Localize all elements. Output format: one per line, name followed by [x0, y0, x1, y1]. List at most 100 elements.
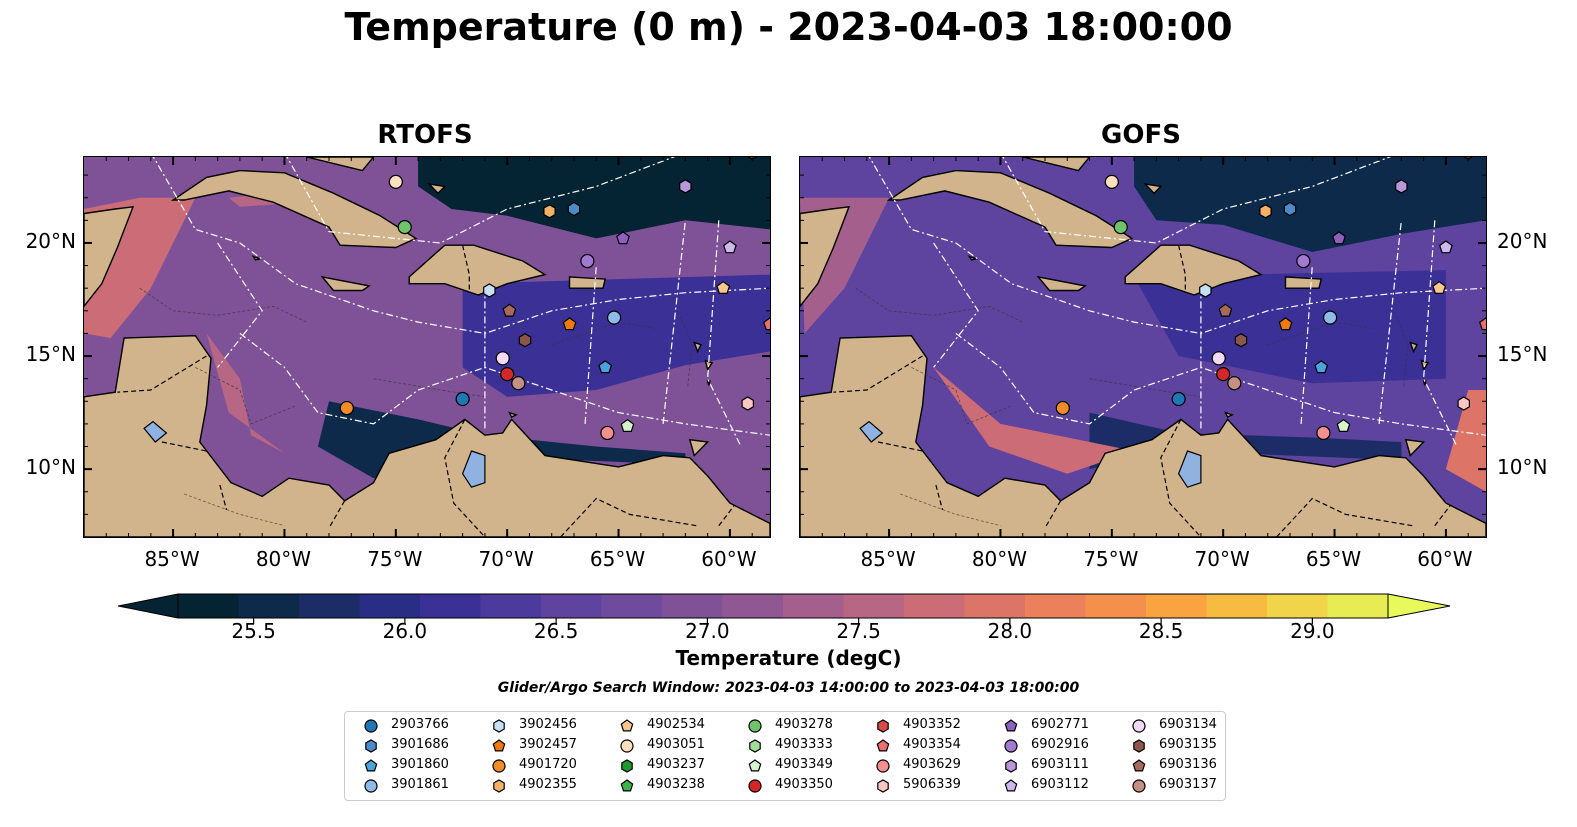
rtofs-country-border	[117, 355, 207, 393]
rtofs-float-3901860	[598, 360, 613, 374]
legend-marker	[364, 779, 378, 793]
rtofs-float-4903051	[388, 174, 403, 189]
colorbar-tick-label: 26.0	[382, 619, 428, 643]
legend-marker	[364, 719, 378, 733]
legend-marker-4903354	[876, 739, 890, 752]
colorbar-tick-label: 29.0	[1290, 619, 1335, 643]
legend-marker	[1005, 759, 1017, 773]
gofs-temperature-region	[1134, 157, 1486, 252]
lat-tick-label: 20°N	[1497, 228, 1548, 253]
legend-label: 4903354	[903, 737, 961, 752]
colorbar-tick-label: 27.0	[685, 619, 730, 643]
legend-marker-3902457	[492, 739, 506, 752]
legend-label: 4903352	[903, 717, 961, 732]
colorbar-segment	[480, 594, 542, 618]
rtofs-float-4903350	[500, 367, 515, 382]
figure-title: Temperature (0 m) - 2023-04-03 18:00:00	[344, 5, 1233, 49]
legend-marker	[748, 779, 762, 793]
legend-label: 4901720	[519, 757, 577, 772]
legend-marker	[876, 759, 890, 773]
lon-tick-label: 85°W	[860, 547, 916, 571]
gofs-eez-boundary	[933, 242, 979, 368]
rtofs-isobath	[139, 287, 307, 323]
rtofs-isobath	[373, 378, 485, 398]
legend-label: 4903350	[775, 777, 833, 792]
rtofs-land	[688, 438, 710, 457]
lon-tick-label: 60°W	[1417, 547, 1473, 571]
gofs-temperature-region	[1445, 390, 1486, 492]
gofs-float-6903137	[1227, 376, 1242, 391]
colorbar-segment	[1146, 594, 1207, 618]
gofs-country-border	[1276, 497, 1413, 537]
gofs-land	[886, 169, 1134, 249]
legend-marker-6903137	[1132, 779, 1146, 793]
colorbar-segment	[783, 594, 844, 618]
colorbar-extend-low	[117, 593, 179, 619]
colorbar-segment	[1206, 594, 1268, 618]
colorbar-segment	[238, 594, 300, 618]
rtofs-float-4903629	[600, 425, 615, 441]
colorbar-tick-label: 28.5	[1138, 619, 1184, 643]
lon-tick-label: 65°W	[589, 547, 646, 571]
lon-tick-label: 65°W	[1305, 547, 1362, 571]
legend-marker	[1132, 719, 1146, 733]
colorbar-segment	[843, 594, 905, 618]
legend-label: 3901861	[391, 777, 449, 792]
rtofs-float-4902534	[716, 280, 731, 294]
colorbar-segment	[722, 594, 784, 618]
legend-label: 3901686	[391, 737, 449, 752]
lat-tick-label: 15°N	[25, 342, 76, 367]
gofs-float-5906339	[1457, 396, 1471, 411]
gofs-eez-boundary	[955, 332, 1486, 436]
legend-marker	[877, 779, 889, 793]
rtofs-eez-boundary	[239, 332, 770, 436]
rtofs-float-4903354	[763, 317, 770, 331]
legend-label: 4903278	[775, 717, 833, 732]
gofs-float-3901686	[1283, 201, 1297, 217]
rtofs-float-2903766	[455, 391, 470, 407]
gofs-lake	[1177, 450, 1202, 488]
rtofs-float-6903137	[511, 376, 526, 391]
gofs-land	[1036, 275, 1087, 292]
rtofs-land	[693, 341, 702, 354]
rtofs-temperature-region	[84, 157, 770, 537]
legend-label: 6903136	[1159, 757, 1217, 772]
legend-marker	[620, 779, 634, 792]
legend-marker-6903111	[1005, 759, 1017, 773]
legend-label: 3902456	[519, 717, 577, 732]
gofs-isobath	[1089, 378, 1201, 398]
gofs-eez-boundary	[868, 157, 1486, 335]
legend-label: 4903333	[775, 737, 833, 752]
rtofs-float-3901686	[567, 201, 581, 217]
gofs-float-6903135	[1234, 333, 1248, 348]
legend-marker	[620, 739, 634, 753]
colorbar-segment	[359, 594, 421, 618]
rtofs-land	[508, 411, 518, 419]
legend-marker-4903629	[876, 759, 890, 773]
gofs-eez-boundary	[1300, 265, 1313, 424]
colorbar-segment	[299, 594, 360, 618]
colorbar-tick-label: 28.0	[987, 619, 1033, 643]
legend-marker	[1133, 739, 1145, 753]
rtofs-temperature-region	[206, 333, 285, 454]
rtofs-eez-boundary	[662, 220, 686, 424]
colorbar-tick-label: 26.5	[533, 619, 579, 643]
colorbar-segment	[662, 594, 723, 618]
legend-marker-3901860	[364, 759, 378, 772]
rtofs-float-6903111	[679, 179, 692, 194]
lat-tick-label: 15°N	[1497, 342, 1548, 367]
gofs-land	[1284, 276, 1323, 289]
colorbar-tick-label: 25.5	[231, 619, 276, 643]
rtofs-eez-boundary	[217, 242, 263, 368]
gofs-float-4903051	[1104, 174, 1119, 189]
legend-label: 3902457	[519, 737, 577, 752]
rtofs-isobath	[673, 301, 693, 388]
rtofs-land	[320, 275, 371, 292]
rtofs-country-border	[219, 484, 228, 511]
gofs-float-4903354	[1479, 317, 1486, 331]
gofs-panel-title: GOFS	[1101, 120, 1181, 150]
colorbar-label: Temperature (degC)	[675, 646, 902, 670]
lon-tick-label: 70°W	[1194, 547, 1250, 571]
legend-label: 6902916	[1031, 737, 1089, 752]
legend-marker	[493, 719, 505, 733]
